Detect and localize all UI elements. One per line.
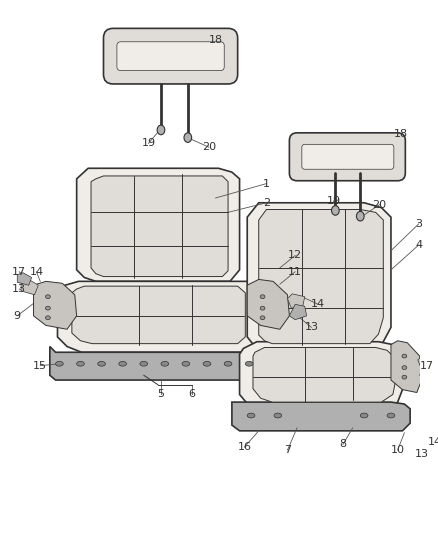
Text: 1: 1 bbox=[263, 179, 270, 189]
Ellipse shape bbox=[260, 295, 265, 298]
Text: 19: 19 bbox=[326, 196, 340, 206]
Text: 9: 9 bbox=[14, 311, 21, 321]
Text: 12: 12 bbox=[288, 251, 302, 261]
Polygon shape bbox=[34, 281, 77, 329]
Ellipse shape bbox=[274, 413, 282, 418]
Ellipse shape bbox=[77, 361, 85, 366]
Polygon shape bbox=[259, 209, 383, 344]
Text: 14: 14 bbox=[428, 438, 438, 447]
Ellipse shape bbox=[98, 361, 106, 366]
Text: 16: 16 bbox=[237, 442, 251, 452]
Polygon shape bbox=[240, 342, 403, 411]
Polygon shape bbox=[17, 273, 32, 285]
Polygon shape bbox=[247, 203, 391, 351]
Text: 13: 13 bbox=[304, 322, 318, 333]
Text: 3: 3 bbox=[415, 219, 422, 229]
Ellipse shape bbox=[357, 212, 364, 221]
Polygon shape bbox=[72, 286, 245, 344]
Text: 4: 4 bbox=[415, 240, 422, 250]
Ellipse shape bbox=[332, 206, 339, 215]
Ellipse shape bbox=[182, 361, 190, 366]
Polygon shape bbox=[391, 341, 422, 392]
Text: 13: 13 bbox=[12, 284, 26, 294]
Text: 18: 18 bbox=[208, 35, 223, 45]
Text: 17: 17 bbox=[419, 361, 434, 370]
Ellipse shape bbox=[360, 413, 368, 418]
Polygon shape bbox=[247, 279, 290, 329]
Ellipse shape bbox=[119, 361, 127, 366]
Polygon shape bbox=[77, 168, 240, 281]
Ellipse shape bbox=[387, 413, 395, 418]
Text: 19: 19 bbox=[141, 139, 155, 148]
Ellipse shape bbox=[402, 354, 407, 358]
Text: 14: 14 bbox=[29, 267, 43, 277]
Text: 7: 7 bbox=[284, 445, 291, 455]
Polygon shape bbox=[232, 402, 410, 431]
Polygon shape bbox=[57, 281, 257, 352]
Ellipse shape bbox=[157, 125, 165, 135]
Ellipse shape bbox=[161, 361, 169, 366]
Text: 14: 14 bbox=[311, 300, 325, 309]
FancyBboxPatch shape bbox=[117, 42, 224, 70]
Ellipse shape bbox=[56, 361, 63, 366]
Text: 8: 8 bbox=[339, 439, 346, 449]
Ellipse shape bbox=[203, 361, 211, 366]
Polygon shape bbox=[420, 364, 434, 380]
Text: 17: 17 bbox=[12, 267, 26, 277]
Text: 11: 11 bbox=[288, 267, 302, 277]
Polygon shape bbox=[50, 346, 266, 380]
Text: 2: 2 bbox=[263, 198, 270, 208]
Ellipse shape bbox=[260, 306, 265, 310]
FancyBboxPatch shape bbox=[103, 28, 238, 84]
Ellipse shape bbox=[245, 361, 253, 366]
Ellipse shape bbox=[46, 306, 50, 310]
Text: 6: 6 bbox=[188, 390, 195, 399]
Ellipse shape bbox=[402, 366, 407, 369]
Ellipse shape bbox=[260, 316, 265, 320]
FancyBboxPatch shape bbox=[290, 133, 405, 181]
Polygon shape bbox=[21, 279, 39, 295]
Ellipse shape bbox=[184, 133, 192, 142]
Polygon shape bbox=[287, 294, 305, 308]
Ellipse shape bbox=[247, 413, 255, 418]
Polygon shape bbox=[418, 354, 433, 369]
Ellipse shape bbox=[140, 361, 148, 366]
Text: 13: 13 bbox=[415, 449, 429, 459]
Ellipse shape bbox=[46, 316, 50, 320]
Text: 10: 10 bbox=[391, 445, 405, 455]
Polygon shape bbox=[253, 348, 395, 402]
Polygon shape bbox=[290, 304, 307, 320]
Ellipse shape bbox=[402, 375, 407, 379]
Ellipse shape bbox=[46, 295, 50, 298]
Text: 15: 15 bbox=[33, 361, 47, 370]
Text: 20: 20 bbox=[202, 142, 216, 152]
Text: 18: 18 bbox=[393, 129, 408, 139]
Ellipse shape bbox=[224, 361, 232, 366]
Text: 5: 5 bbox=[158, 390, 165, 399]
Text: 20: 20 bbox=[372, 200, 386, 209]
FancyBboxPatch shape bbox=[302, 144, 394, 169]
Polygon shape bbox=[91, 176, 228, 277]
